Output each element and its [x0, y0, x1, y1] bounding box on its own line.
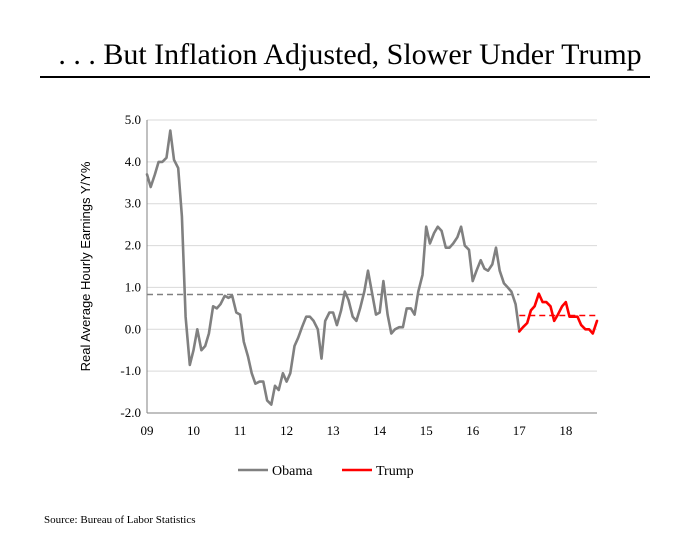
x-tick-label: 16	[466, 423, 480, 438]
x-tick-label: 18	[559, 423, 572, 438]
y-tick-label: 1.0	[125, 279, 141, 294]
x-tick-label: 13	[327, 423, 340, 438]
source-note: Source: Bureau of Labor Statistics	[44, 514, 196, 526]
y-tick-label: -1.0	[120, 363, 141, 378]
series-lines	[145, 129, 599, 406]
x-tick-label: 10	[187, 423, 200, 438]
x-tick-label: 14	[373, 423, 387, 438]
y-tick-label: 0.0	[125, 321, 141, 336]
tick-labels: -2.0 -1.0 0.0 1.0 2.0 3.0 4.0 5.0 09 10 11 12 13 14 15…	[120, 112, 572, 438]
legend-label-obama: Obama	[272, 464, 313, 479]
legend: Obama Trump	[238, 464, 414, 479]
series-line-trump	[517, 292, 599, 335]
y-tick-label: 5.0	[125, 112, 141, 127]
y-tick-label: 3.0	[125, 196, 141, 211]
x-tick-label: 09	[141, 423, 154, 438]
y-tick-label: 2.0	[125, 238, 141, 253]
gridlines	[147, 119, 597, 372]
x-tick-label: 12	[280, 423, 293, 438]
average-reference-lines	[147, 293, 597, 317]
axes	[146, 120, 597, 414]
x-tick-label: 11	[234, 423, 247, 438]
chart-title: . . . But Inflation Adjusted, Slower Und…	[58, 38, 642, 71]
x-tick-label: 17	[513, 423, 527, 438]
legend-label-trump: Trump	[376, 464, 414, 479]
series-line-obama	[145, 129, 521, 406]
title-underline	[40, 76, 650, 78]
y-tick-label: 4.0	[125, 154, 141, 169]
y-axis-label: Real Average Hourly Earnings Y/Y%	[78, 161, 93, 371]
x-tick-label: 15	[420, 423, 433, 438]
y-tick-label: -2.0	[120, 405, 141, 420]
